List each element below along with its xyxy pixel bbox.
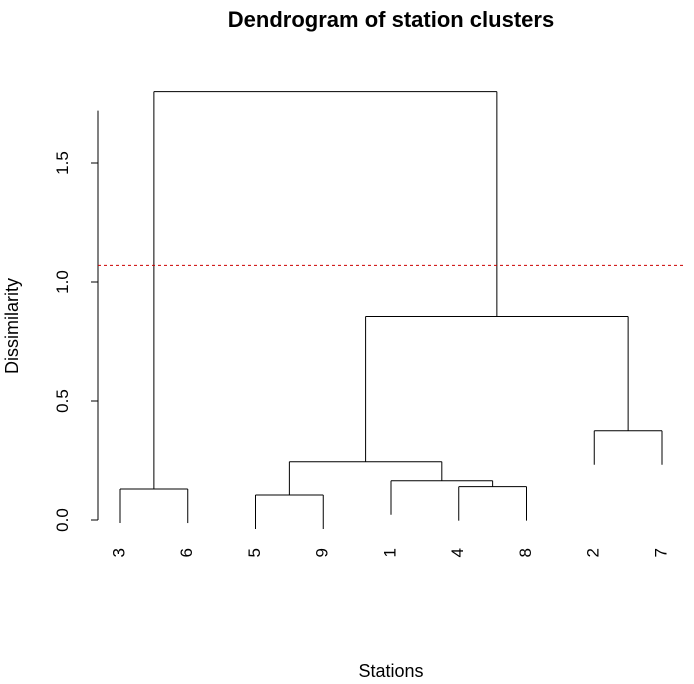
dendrogram-tree: [119, 91, 663, 530]
leaf-label: 7: [651, 548, 670, 557]
leaf-label: 4: [448, 548, 467, 557]
y-axis: 0.0 0.5 1.0 1.5: [53, 110, 99, 532]
leaf-label: 6: [177, 548, 196, 557]
y-tick-label: 1.0: [53, 270, 72, 294]
leaf-label: 3: [109, 548, 128, 557]
leaf-label: 5: [245, 548, 264, 557]
leaf-label: 8: [516, 548, 535, 557]
leaf-label: 1: [380, 548, 399, 557]
y-tick-label: 0.5: [53, 389, 72, 413]
chart-title: Dendrogram of station clusters: [228, 7, 554, 32]
leaf-label: 2: [584, 548, 603, 557]
y-axis-label: Dissimilarity: [2, 278, 22, 374]
x-axis-label: Stations: [358, 661, 423, 681]
leaf-label: 9: [313, 548, 332, 557]
y-tick-label: 1.5: [53, 151, 72, 175]
y-tick-label: 0.0: [53, 508, 72, 532]
